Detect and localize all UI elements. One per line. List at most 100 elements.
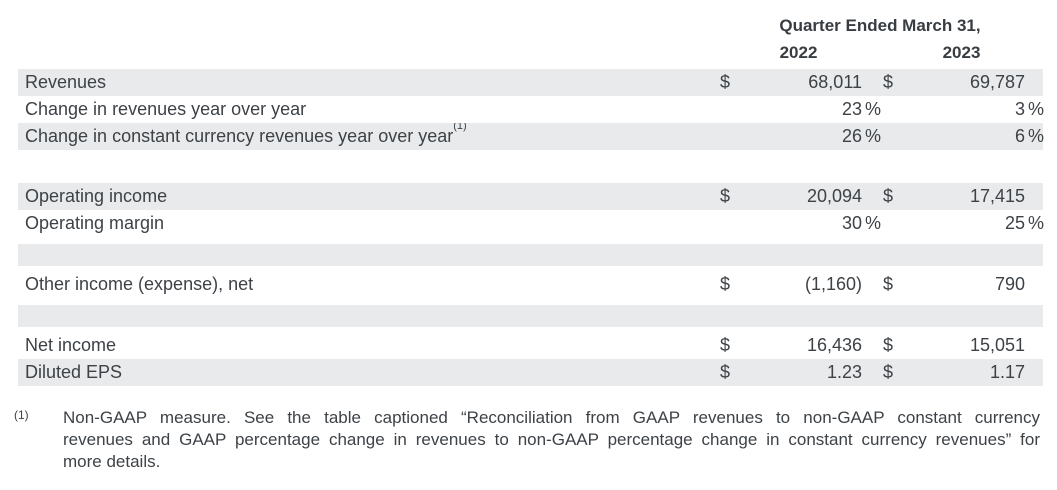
cell-value: 3 [1014, 99, 1025, 119]
cell-value: 68,011 [808, 72, 862, 92]
cell-2023: $ 69,787 [880, 69, 1043, 96]
cell-suffix [1025, 359, 1043, 386]
table-row-other-income-expense-net: Other income (expense), net $ (1,160) $ … [18, 271, 1043, 298]
cell-2022: $ 68,011 [717, 69, 880, 96]
footnote-line: more details. [63, 452, 161, 471]
cell-value: 6 [1014, 126, 1025, 146]
cell-suffix: % [1028, 213, 1045, 233]
currency-symbol [717, 210, 744, 237]
row-label: Net income [25, 335, 117, 355]
table-row-operating-income: Operating income $ 20,094 $ 17,415 [18, 183, 1043, 210]
cell-2022: $ (1,160) [717, 271, 880, 298]
footnote-text: Non-GAAP measure. See the table captione… [63, 407, 1040, 473]
cell-2023: $ 790 [880, 271, 1043, 298]
currency-symbol: $ [720, 274, 731, 294]
currency-symbol [717, 96, 744, 123]
cell-value: 16,436 [806, 335, 862, 355]
cell-suffix: % [1028, 99, 1045, 119]
currency-symbol: $ [720, 335, 731, 355]
row-label: Operating margin [25, 213, 165, 233]
table-row-change-in-revenues: Change in revenues year over year 23 % 3… [18, 96, 1045, 123]
table-row-diluted-eps: Diluted EPS $ 1.23 $ 1.17 [18, 359, 1043, 386]
cell-value: 17,415 [969, 186, 1025, 206]
shaded-divider-row [18, 244, 1043, 266]
cell-suffix: % [1028, 126, 1045, 146]
cell-2023: $ 17,415 [880, 183, 1043, 210]
row-label: Operating income [25, 186, 168, 206]
currency-symbol: $ [883, 186, 894, 206]
cell-suffix [862, 183, 880, 210]
row-label: Other income (expense), net [25, 274, 254, 294]
currency-symbol: $ [720, 186, 731, 206]
currency-symbol [880, 96, 907, 123]
footnote-line: Non-GAAP measure. See the table captione… [63, 408, 1040, 427]
year-2023-header: 2023 [942, 43, 981, 62]
cell-2022: $ 1.23 [717, 359, 880, 386]
currency-symbol [880, 123, 907, 150]
cell-suffix: % [865, 126, 882, 146]
cell-2023: $ 15,051 [880, 332, 1043, 359]
year-2022-header: 2022 [779, 43, 818, 62]
cell-2022: $ 20,094 [717, 183, 880, 210]
row-gap [18, 237, 1043, 244]
row-label: Change in revenues year over year [25, 99, 307, 119]
currency-symbol: $ [720, 362, 731, 382]
currency-symbol: $ [883, 362, 894, 382]
cell-suffix [1025, 332, 1043, 359]
year-columns: 2022 2023 [717, 39, 1043, 66]
cell-2023: 6 % [880, 123, 1045, 150]
currency-symbol: $ [883, 274, 894, 294]
cell-2023: $ 1.17 [880, 359, 1043, 386]
row-label: Change in constant currency revenues yea… [25, 126, 454, 146]
table-header-years: 2022 2023 [18, 39, 1043, 66]
cell-value: 1.17 [989, 362, 1025, 382]
cell-value: 23 [841, 99, 862, 119]
cell-suffix [1025, 69, 1043, 96]
cell-value: 20,094 [806, 186, 862, 206]
row-gap [18, 298, 1043, 305]
cell-suffix [862, 359, 880, 386]
cell-suffix: % [865, 99, 882, 119]
cell-suffix [1025, 271, 1043, 298]
footnote-marker: (1) [14, 408, 29, 422]
cell-value: (1,160) [804, 274, 862, 294]
cell-value: 1.23 [826, 362, 862, 382]
shaded-divider-row [18, 305, 1043, 327]
cell-2022: 30 % [717, 210, 882, 237]
cell-value: 790 [994, 274, 1025, 294]
cell-suffix [862, 332, 880, 359]
table-row-net-income: Net income $ 16,436 $ 15,051 [18, 332, 1043, 359]
cell-value: 69,787 [969, 72, 1025, 92]
cell-2023: 3 % [880, 96, 1045, 123]
currency-symbol [880, 210, 907, 237]
row-label: Revenues [25, 72, 107, 92]
cell-value: 26 [841, 126, 862, 146]
header-spacer [18, 13, 717, 39]
table-header-period: Quarter Ended March 31, [18, 13, 1043, 39]
table-row-change-in-constant-currency-revenues: Change in constant currency revenues yea… [18, 123, 1045, 150]
cell-2022: 26 % [717, 123, 882, 150]
footnote: (1) Non-GAAP measure. See the table capt… [0, 407, 1057, 473]
row-label: Diluted EPS [25, 362, 123, 382]
financial-summary-table: Quarter Ended March 31, 2022 2023 Revenu… [18, 0, 1045, 386]
cell-2023: 25 % [880, 210, 1045, 237]
cell-suffix [1025, 183, 1043, 210]
period-title: Quarter Ended March 31, [779, 16, 981, 35]
table-row-revenues: Revenues $ 68,011 $ 69,787 [18, 69, 1043, 96]
section-spacer [18, 150, 1043, 183]
cell-suffix [862, 69, 880, 96]
header-spacer [18, 39, 717, 66]
footnote-ref: (1) [453, 123, 467, 132]
cell-suffix [862, 271, 880, 298]
cell-value: 25 [1004, 213, 1025, 233]
cell-suffix: % [865, 213, 882, 233]
cell-2022: 23 % [717, 96, 882, 123]
currency-symbol: $ [883, 72, 894, 92]
cell-value: 15,051 [969, 335, 1025, 355]
table-row-operating-margin: Operating margin 30 % 25 % [18, 210, 1045, 237]
currency-symbol: $ [720, 72, 731, 92]
footnote-line: revenues and GAAP percentage change in r… [63, 430, 1040, 449]
cell-value: 30 [841, 213, 862, 233]
currency-symbol: $ [883, 335, 894, 355]
currency-symbol [717, 123, 744, 150]
